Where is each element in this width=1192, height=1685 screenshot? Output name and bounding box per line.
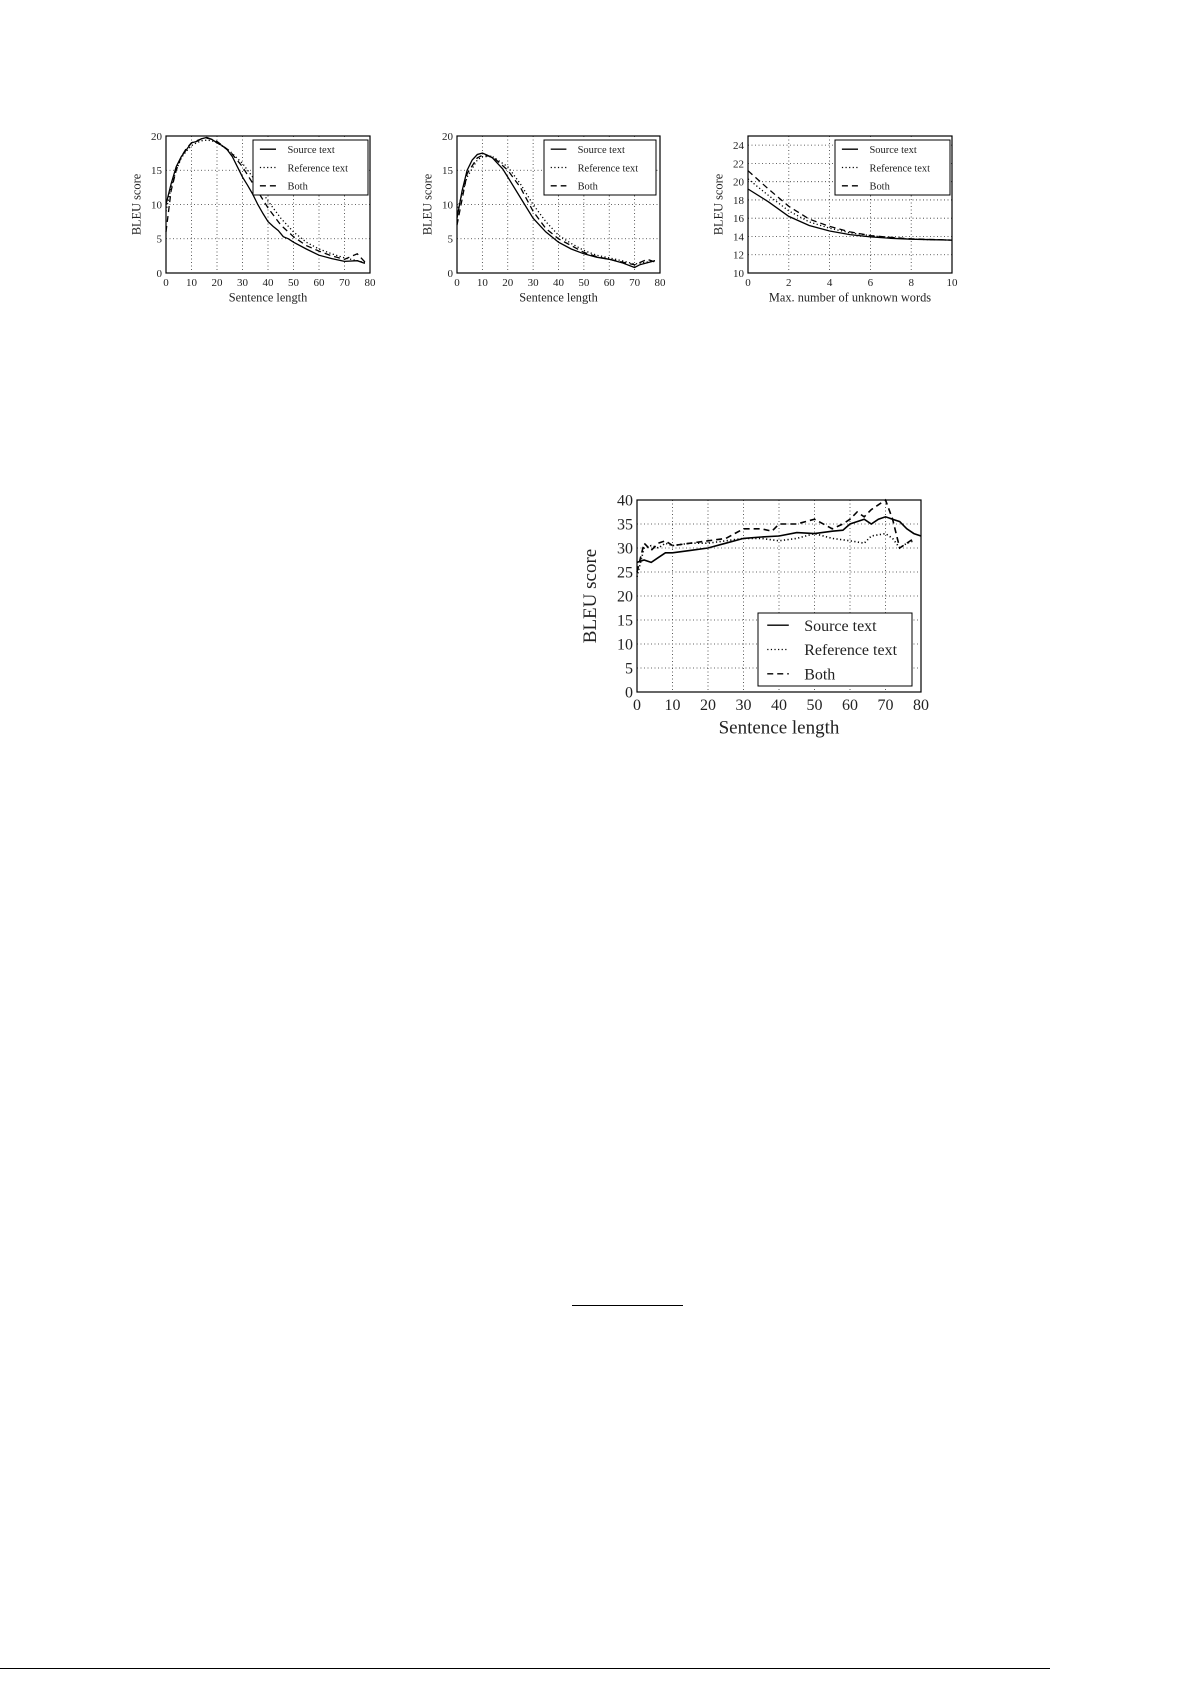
y-tick-label: 10	[617, 637, 633, 654]
legend-label: Both	[578, 182, 599, 193]
y-tick-label: 5	[625, 661, 633, 678]
y-tick-label: 0	[157, 268, 163, 280]
footnote-rule	[572, 1305, 683, 1306]
y-tick-label: 40	[617, 493, 633, 510]
x-tick-label: 40	[553, 277, 565, 289]
y-tick-label: 5	[157, 234, 163, 246]
y-tick-label: 0	[448, 268, 454, 280]
x-tick-label: 30	[528, 277, 540, 289]
x-tick-label: 10	[947, 277, 959, 289]
x-tick-label: 60	[314, 277, 326, 289]
x-tick-label: 8	[908, 277, 914, 289]
series-line-reference-text	[636, 532, 915, 577]
page-bottom-rule	[0, 1668, 1050, 1669]
series-line-source-text	[747, 188, 953, 241]
y-tick-label: 24	[733, 140, 745, 152]
plot-frame	[747, 135, 953, 274]
x-tick-label: 80	[365, 277, 377, 289]
legend-label: Reference text	[804, 642, 897, 659]
legend-label: Reference text	[870, 163, 931, 174]
y-tick-label: 10	[442, 199, 454, 211]
x-axis-label: Sentence length	[719, 718, 840, 739]
x-tick-label: 80	[913, 697, 929, 714]
x-axis-label: Sentence length	[229, 291, 308, 305]
legend-label: Both	[288, 182, 309, 193]
x-tick-label: 50	[288, 277, 300, 289]
y-tick-label: 10	[733, 268, 745, 280]
y-tick-label: 18	[733, 195, 745, 207]
y-axis-label: BLEU score	[712, 173, 726, 235]
series-line-reference-text	[165, 139, 366, 264]
x-tick-label: 0	[745, 277, 751, 289]
plot-frame	[636, 499, 922, 693]
y-tick-label: 30	[617, 541, 633, 558]
y-tick-label: 15	[442, 165, 454, 177]
series-line-both	[747, 170, 953, 241]
legend-label: Source text	[578, 145, 625, 156]
y-tick-label: 15	[151, 165, 163, 177]
y-tick-label: 22	[733, 158, 744, 170]
x-axis-label: Sentence length	[519, 291, 598, 305]
legend-label: Reference text	[578, 163, 639, 174]
x-tick-label: 40	[771, 697, 787, 714]
y-tick-label: 25	[617, 565, 633, 582]
legend-label: Both	[804, 666, 835, 683]
series-line-both	[636, 498, 915, 573]
legend-label: Source text	[288, 145, 335, 156]
x-tick-label: 0	[163, 277, 169, 289]
legend-label: Reference text	[288, 163, 349, 174]
x-tick-label: 70	[878, 697, 894, 714]
y-axis-label: BLEU score	[130, 173, 144, 235]
x-tick-label: 30	[237, 277, 249, 289]
y-tick-label: 35	[617, 517, 633, 534]
x-tick-label: 0	[633, 697, 641, 714]
x-tick-label: 80	[655, 277, 667, 289]
y-tick-label: 15	[617, 613, 633, 630]
y-tick-label: 0	[625, 685, 633, 702]
y-axis-label: BLEU score	[421, 173, 435, 235]
legend-label: Source text	[870, 145, 917, 156]
x-tick-label: 6	[868, 277, 874, 289]
x-axis-label: Max. number of unknown words	[769, 291, 931, 305]
x-tick-label: 10	[477, 277, 489, 289]
y-tick-label: 20	[617, 589, 633, 606]
series-line-source-text	[456, 152, 656, 269]
x-tick-label: 70	[629, 277, 641, 289]
y-tick-label: 20	[733, 177, 745, 189]
x-tick-label: 50	[807, 697, 823, 714]
y-tick-label: 12	[733, 250, 744, 262]
legend-label: Source text	[804, 618, 877, 635]
x-tick-label: 4	[827, 277, 833, 289]
x-tick-label: 70	[339, 277, 351, 289]
x-tick-label: 30	[736, 697, 752, 714]
y-tick-label: 20	[442, 131, 454, 143]
x-tick-label: 50	[578, 277, 590, 289]
y-tick-label: 20	[151, 131, 163, 143]
y-tick-label: 16	[733, 213, 745, 225]
x-tick-label: 2	[786, 277, 792, 289]
x-tick-label: 10	[665, 697, 681, 714]
x-tick-label: 10	[186, 277, 198, 289]
x-tick-label: 60	[604, 277, 616, 289]
series-line-source-text	[636, 515, 922, 564]
x-tick-label: 20	[212, 277, 224, 289]
y-tick-label: 10	[151, 199, 163, 211]
x-tick-label: 60	[842, 697, 858, 714]
legend-label: Both	[870, 182, 891, 193]
x-tick-label: 40	[263, 277, 275, 289]
y-tick-label: 5	[448, 234, 454, 246]
x-tick-label: 20	[502, 277, 514, 289]
plot-frame	[456, 135, 661, 274]
series-line-both	[456, 154, 656, 266]
x-tick-label: 0	[454, 277, 460, 289]
x-tick-label: 20	[700, 697, 716, 714]
plot-frame	[165, 135, 371, 274]
series-line-both	[165, 137, 366, 263]
y-axis-label: BLEU score	[580, 549, 601, 643]
y-tick-label: 14	[733, 231, 745, 243]
